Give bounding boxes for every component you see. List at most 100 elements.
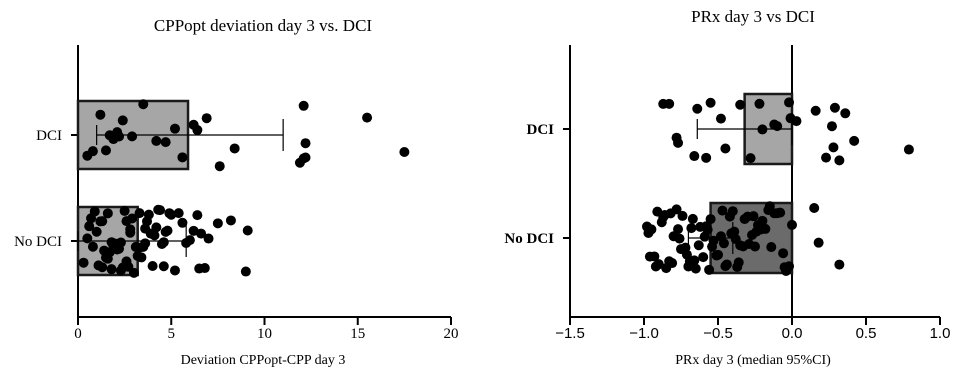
data-point (732, 261, 743, 272)
data-point (128, 267, 139, 278)
data-point (692, 103, 703, 114)
data-point (149, 230, 160, 241)
data-point (203, 233, 214, 244)
data-point (764, 201, 775, 212)
data-point (95, 109, 106, 120)
x-axis-label: Deviation CPPopt-CPP day 3 (181, 353, 346, 368)
data-point (689, 151, 700, 162)
data-point (809, 202, 820, 213)
data-point (720, 143, 731, 154)
data-point (86, 213, 97, 224)
data-point (87, 241, 98, 252)
data-point (212, 218, 223, 229)
data-point (78, 257, 89, 268)
x-tick-label: 20 (444, 326, 459, 342)
data-point (102, 253, 113, 264)
data-point (693, 240, 704, 251)
data-point (240, 266, 251, 277)
data-point (138, 99, 149, 110)
data-point (650, 261, 661, 272)
x-tick-label: 15 (350, 326, 365, 342)
data-point (791, 116, 802, 127)
x-tick-label: 0.0 (782, 325, 803, 342)
data-point (667, 258, 678, 269)
data-point (643, 227, 654, 238)
data-point (784, 97, 795, 108)
data-point (671, 132, 682, 143)
data-point (903, 144, 914, 155)
data-point (155, 205, 166, 216)
data-point (225, 215, 236, 226)
data-point (757, 124, 768, 135)
data-point (673, 224, 684, 235)
data-point (683, 261, 694, 272)
data-point (745, 153, 756, 164)
data-point (775, 207, 786, 218)
data-point (166, 209, 177, 220)
data-point (169, 123, 180, 134)
data-point (229, 143, 240, 154)
x-axis-label: PRx day 3 (median 95%CI) (675, 353, 831, 368)
data-point (834, 155, 845, 166)
data-point (177, 152, 188, 163)
data-point (717, 205, 728, 216)
data-point (828, 142, 839, 153)
data-point (143, 209, 154, 220)
data-point (779, 262, 790, 273)
data-point (196, 228, 207, 239)
x-tick-label: 1.0 (930, 325, 951, 342)
data-point (194, 263, 205, 274)
x-tick-label: 0 (74, 326, 82, 342)
x-tick-label: −1.0 (629, 325, 659, 342)
data-point (192, 125, 203, 136)
data-point (718, 238, 729, 249)
data-point (649, 251, 660, 262)
data-point (787, 219, 797, 230)
data-point (119, 205, 130, 216)
data-point (715, 113, 726, 124)
data-point (665, 208, 676, 219)
data-point (748, 211, 759, 222)
data-point (698, 252, 709, 263)
data-point (140, 238, 151, 249)
data-point (97, 262, 108, 273)
y-category-label: No DCI (14, 234, 62, 250)
data-point (158, 261, 169, 272)
data-point (399, 147, 410, 158)
y-category-label: No DCI (504, 231, 554, 247)
y-category-label: DCI (526, 122, 554, 138)
data-point (147, 261, 158, 272)
data-point (151, 222, 162, 233)
data-point (677, 210, 688, 221)
data-point (84, 221, 95, 232)
data-point (766, 242, 777, 253)
data-point (82, 233, 93, 244)
data-point (721, 259, 732, 270)
data-point (91, 226, 102, 237)
data-point (125, 227, 136, 238)
data-point (704, 264, 715, 275)
x-tick-label: 10 (257, 326, 272, 342)
data-point (727, 206, 738, 217)
data-point (701, 152, 712, 163)
data-point (160, 137, 171, 148)
data-point (102, 208, 113, 219)
data-point (658, 98, 669, 109)
data-point (849, 135, 860, 146)
data-point (821, 152, 832, 163)
data-point (705, 214, 716, 225)
data-point (214, 161, 225, 172)
data-point (127, 131, 138, 142)
data-point (829, 102, 840, 113)
data-point (87, 146, 98, 157)
data-point (100, 145, 111, 156)
data-point (169, 265, 180, 276)
x-tick-label: 0.5 (856, 325, 877, 342)
x-tick-label: 5 (168, 326, 176, 342)
data-point (134, 208, 145, 219)
data-point (104, 130, 115, 141)
data-point (114, 131, 125, 142)
data-point (778, 248, 789, 259)
data-point (760, 223, 771, 234)
